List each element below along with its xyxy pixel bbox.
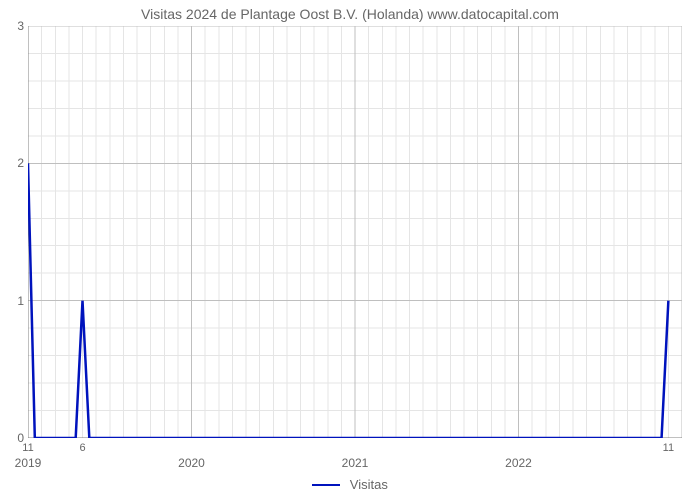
data-label: 11 <box>663 442 674 454</box>
chart-plot <box>28 26 682 438</box>
data-label: 6 <box>79 442 85 454</box>
chart-title: Visitas 2024 de Plantage Oost B.V. (Hola… <box>0 6 700 22</box>
data-label: 11 <box>22 442 33 454</box>
x-tick-label: 2020 <box>178 456 205 470</box>
legend-label: Visitas <box>350 477 388 492</box>
legend: Visitas <box>0 476 700 492</box>
y-tick-label: 3 <box>0 19 24 33</box>
x-tick-label: 2019 <box>15 456 42 470</box>
chart-container: Visitas 2024 de Plantage Oost B.V. (Hola… <box>0 0 700 500</box>
y-tick-label: 2 <box>0 156 24 170</box>
x-tick-label: 2021 <box>342 456 369 470</box>
x-tick-label: 2022 <box>505 456 532 470</box>
legend-line-icon <box>312 484 340 486</box>
y-tick-label: 0 <box>0 431 24 445</box>
y-tick-label: 1 <box>0 294 24 308</box>
